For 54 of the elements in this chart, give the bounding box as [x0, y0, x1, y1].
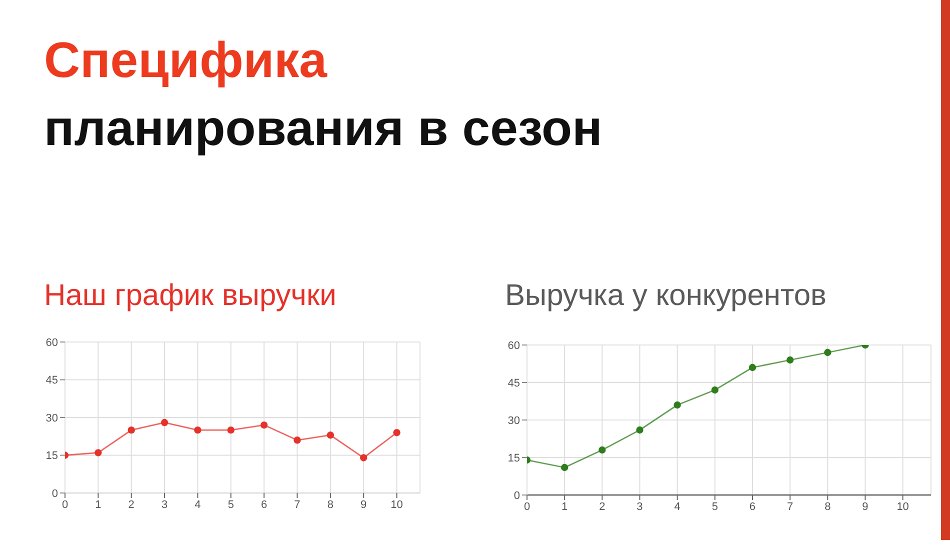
text: планирования в сезон: [44, 100, 602, 156]
y-tick-label: 30: [46, 412, 58, 424]
point: [160, 418, 168, 426]
point: [94, 449, 102, 456]
point: [598, 446, 606, 454]
y-tick-label: 0: [52, 488, 58, 500]
x-tick-label: 8: [824, 500, 831, 513]
x-tick-label: 3: [636, 500, 643, 513]
point: [227, 426, 234, 434]
y-tick-label: 60: [508, 340, 520, 352]
chart-title: Выручка у конкурентов: [505, 279, 826, 312]
x-tick-label: 6: [261, 498, 268, 511]
x-tick-label: 2: [128, 498, 134, 511]
point: [128, 426, 135, 434]
point: [786, 356, 794, 364]
x-tick-label: 10: [896, 500, 909, 513]
x-tick-label: 4: [194, 498, 201, 511]
y-tick-label: 15: [508, 452, 520, 464]
chart-title: Наш график выручки: [44, 279, 336, 312]
y-tick-label: 0: [514, 490, 520, 502]
point: [711, 386, 719, 394]
point: [194, 426, 202, 434]
text: Специфика: [44, 32, 327, 88]
point: [560, 464, 568, 472]
x-tick-label: 2: [599, 500, 606, 513]
y-tick-label: 15: [46, 450, 58, 462]
x-tick-label: 10: [390, 498, 403, 511]
x-tick-label: 7: [294, 498, 300, 511]
point: [636, 426, 644, 434]
point: [748, 364, 756, 372]
point: [674, 401, 681, 409]
x-tick-label: 0: [524, 500, 530, 513]
x-tick-label: 5: [712, 500, 718, 513]
x-tick-label: 1: [562, 500, 568, 513]
x-tick-label: 9: [360, 498, 367, 511]
point: [294, 436, 301, 444]
point: [824, 348, 832, 356]
x-tick-label: 0: [62, 498, 68, 511]
x-tick-label: 4: [674, 500, 680, 513]
point: [360, 454, 368, 462]
x-tick-label: 5: [228, 498, 234, 511]
x-tick-label: 7: [787, 500, 794, 513]
y-tick-label: 45: [46, 374, 58, 387]
x-tick-label: 6: [749, 500, 756, 513]
x-tick-label: 9: [862, 500, 868, 513]
x-tick-label: 8: [327, 498, 334, 511]
x-tick-label: 3: [161, 498, 168, 511]
x-tick-label: 1: [95, 498, 102, 511]
y-tick-label: 30: [508, 414, 520, 427]
y-tick-label: 60: [46, 336, 58, 349]
point: [326, 432, 334, 439]
point: [393, 429, 400, 436]
point: [260, 421, 268, 429]
y-tick-label: 45: [508, 377, 520, 390]
